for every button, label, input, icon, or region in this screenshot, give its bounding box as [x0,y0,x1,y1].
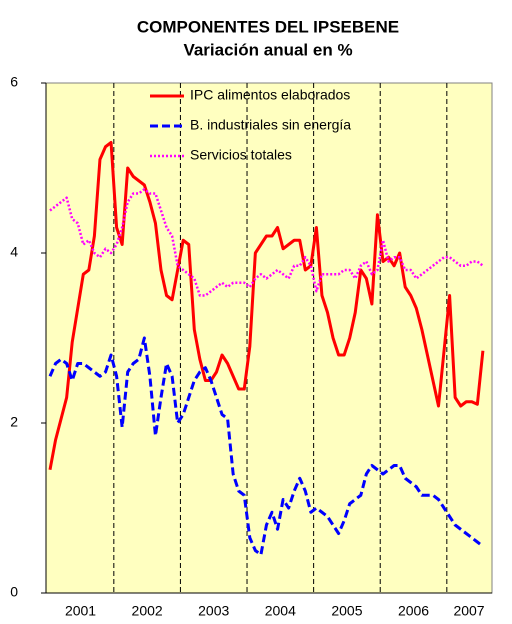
x-tick-label: 2001 [65,603,96,619]
plot-area [45,82,493,594]
series-line [48,336,484,557]
legend-label: IPC alimentos elaborados [190,87,350,103]
x-tick-label: 2003 [198,603,229,619]
chart-subtitle: Variación anual en % [183,40,352,59]
y-tick-label: 0 [10,584,18,600]
series-line [48,141,485,471]
x-tick-label: 2004 [265,603,296,619]
y-tick-label: 4 [10,244,18,260]
legend-label: Servicios totales [190,147,292,163]
y-tick-label: 6 [10,74,18,90]
y-tick-label: 2 [10,414,18,430]
legend-label: B. industriales sin energía [190,117,351,133]
chart-title: COMPONENTES DEL IPSEBENE [137,17,399,36]
x-tick-label: 2006 [398,603,429,619]
x-tick-label: 2007 [453,603,484,619]
series-line [49,188,484,297]
x-tick-label: 2005 [331,603,362,619]
x-tick-label: 2002 [132,603,163,619]
